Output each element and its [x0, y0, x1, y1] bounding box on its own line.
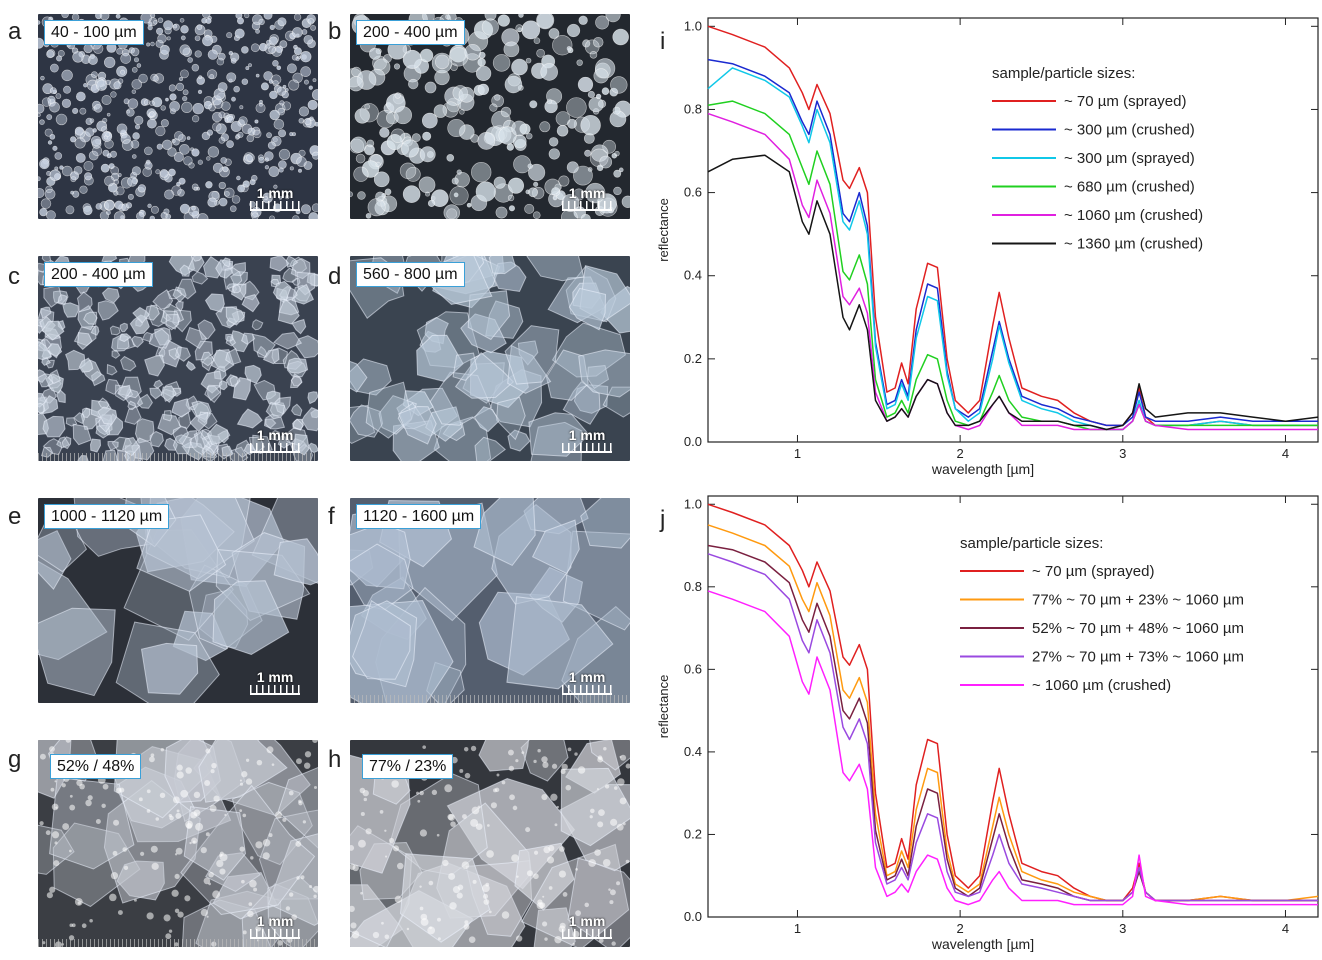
particle-size-label: 77% / 23%	[362, 754, 454, 780]
legend-entry: ~ 300 µm (sprayed)	[1064, 150, 1195, 167]
x-tick-label: 1	[794, 921, 801, 936]
y-tick-label: 1.0	[684, 18, 702, 33]
panel-letter-i: i	[660, 28, 666, 55]
y-tick-label: 1.0	[684, 496, 702, 511]
photo-texture	[350, 740, 630, 947]
scale-bar: 1 mm	[562, 181, 612, 211]
legend-entry: 77% ~ 70 µm + 23% ~ 1060 µm	[1032, 592, 1244, 609]
scale-bar-label: 1 mm	[256, 913, 294, 929]
legend-title: sample/particle sizes:	[992, 65, 1135, 82]
y-tick-label: 0.4	[684, 744, 702, 759]
scale-bar: 1 mm	[250, 665, 300, 695]
photo-panel-d: 560 - 800 µm 1 mm	[350, 256, 630, 461]
series-line-0	[707, 503, 1318, 902]
legend-entry: ~ 300 µm (crushed)	[1064, 122, 1195, 139]
ruler-strip	[350, 695, 630, 703]
y-axis-label: reflectance	[656, 198, 671, 262]
x-tick-label: 1	[794, 446, 801, 461]
x-tick-label: 3	[1119, 921, 1126, 936]
y-tick-label: 0.6	[684, 661, 702, 676]
y-tick-label: 0.4	[684, 268, 702, 283]
scale-bar-label: 1 mm	[256, 669, 294, 685]
photo-panel-b: 200 - 400 µm 1 mm	[350, 14, 630, 219]
photo-panel-c: 200 - 400 µm 1 mm	[38, 256, 318, 461]
series-line-2	[707, 544, 1318, 902]
y-tick-label: 0.0	[684, 434, 702, 449]
panel-letter-d: d	[328, 263, 342, 290]
legend-entry: ~ 70 µm (sprayed)	[1064, 93, 1186, 110]
particle-size-label: 560 - 800 µm	[356, 262, 465, 288]
legend-entry: ~ 1060 µm (crushed)	[1064, 207, 1203, 224]
particle-size-label: 1120 - 1600 µm	[356, 504, 482, 530]
x-tick-label: 4	[1282, 921, 1289, 936]
scale-bar: 1 mm	[562, 665, 612, 695]
x-axis-label: wavelength [µm]	[931, 936, 1034, 952]
reflectance-chart-j: 1 2 3 4 0.0 0.2 0.4 0.6 0.8 1.0 wavelength [µm] ref…	[650, 488, 1320, 955]
panel-letter-c: c	[8, 263, 20, 290]
scale-bar: 1 mm	[250, 909, 300, 939]
ruler-strip	[38, 939, 318, 947]
scale-bar: 1 mm	[250, 423, 300, 453]
particle-size-label: 52% / 48%	[50, 754, 142, 780]
particle-size-label: 200 - 400 µm	[356, 20, 465, 46]
y-tick-label: 0.8	[684, 101, 702, 116]
legend-entry: 52% ~ 70 µm + 48% ~ 1060 µm	[1032, 620, 1244, 637]
scale-bar: 1 mm	[250, 181, 300, 211]
series-line-4	[707, 590, 1318, 906]
photo-panel-a: 40 - 100 µm 1 mm	[38, 14, 318, 219]
ruler-strip	[38, 453, 318, 461]
legend-entry: ~ 1060 µm (crushed)	[1032, 677, 1171, 694]
series-line-0	[707, 25, 1318, 427]
scale-bar: 1 mm	[562, 909, 612, 939]
chart-svg: 1 2 3 4 0.0 0.2 0.4 0.6 0.8 1.0 wavelength [µm] ref…	[656, 495, 1319, 952]
legend-entry: ~ 680 µm (crushed)	[1064, 179, 1195, 196]
particle-size-label: 1000 - 1120 µm	[44, 504, 170, 530]
y-tick-label: 0.2	[684, 351, 702, 366]
panel-letter-a: a	[8, 18, 22, 45]
x-axis-label: wavelength [µm]	[931, 461, 1034, 477]
panel-letter-b: b	[328, 18, 342, 45]
particle-size-label: 200 - 400 µm	[44, 262, 153, 288]
scale-bar-label: 1 mm	[568, 185, 606, 201]
series-line-3	[707, 553, 1318, 902]
panel-letter-j: j	[660, 506, 666, 533]
y-tick-label: 0.0	[684, 909, 702, 924]
series-line-2	[707, 67, 1318, 431]
scale-bar-label: 1 mm	[256, 427, 294, 443]
panel-letter-e: e	[8, 503, 22, 530]
panel-letter-f: f	[328, 503, 335, 530]
y-tick-label: 0.8	[684, 579, 702, 594]
legend-entry: 27% ~ 70 µm + 73% ~ 1060 µm	[1032, 649, 1244, 666]
x-tick-label: 2	[957, 921, 964, 936]
photo-panel-g: 52% / 48% 1 mm	[38, 740, 318, 947]
legend-entry: ~ 70 µm (sprayed)	[1032, 563, 1154, 580]
y-tick-label: 0.6	[684, 185, 702, 200]
scale-bar-label: 1 mm	[256, 185, 294, 201]
particle-size-label: 40 - 100 µm	[44, 20, 144, 46]
legend-entry: ~ 1360 µm (crushed)	[1064, 236, 1203, 253]
y-tick-label: 0.2	[684, 826, 702, 841]
y-axis-label: reflectance	[656, 675, 671, 739]
scale-bar: 1 mm	[562, 423, 612, 453]
photo-panel-f: 1120 - 1600 µm 1 mm	[350, 498, 630, 703]
scale-bar-label: 1 mm	[568, 669, 606, 685]
reflectance-chart-i: 1 2 3 4 0.0 0.2 0.4 0.6 0.8 1.0 wavelength [µm] ref…	[650, 10, 1320, 480]
scale-bar-label: 1 mm	[568, 913, 606, 929]
x-tick-label: 4	[1282, 446, 1289, 461]
chart-svg: 1 2 3 4 0.0 0.2 0.4 0.6 0.8 1.0 wavelength [µm] ref…	[656, 17, 1319, 477]
panel-letter-g: g	[8, 746, 22, 773]
panel-letter-h: h	[328, 746, 342, 773]
photo-panel-e: 1000 - 1120 µm 1 mm	[38, 498, 318, 703]
photo-texture	[38, 256, 318, 461]
series-line-5	[707, 154, 1319, 431]
scale-bar-label: 1 mm	[568, 427, 606, 443]
x-tick-label: 2	[957, 446, 964, 461]
photo-panel-h: 77% / 23% 1 mm	[350, 740, 630, 947]
x-tick-label: 3	[1119, 446, 1126, 461]
legend-title: sample/particle sizes:	[960, 535, 1103, 552]
plot-frame	[707, 495, 1319, 918]
photo-texture	[350, 14, 630, 219]
